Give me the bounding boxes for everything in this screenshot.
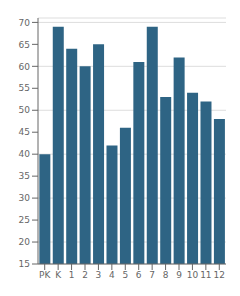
svg-text:30: 30 (19, 193, 31, 203)
svg-text:7: 7 (149, 270, 155, 280)
svg-text:1: 1 (69, 270, 75, 280)
svg-text:15: 15 (19, 259, 30, 269)
svg-text:50: 50 (19, 105, 31, 115)
svg-text:9: 9 (176, 270, 182, 280)
svg-text:35: 35 (19, 171, 30, 181)
svg-text:8: 8 (163, 270, 169, 280)
svg-text:65: 65 (19, 40, 30, 50)
svg-text:PK: PK (39, 270, 51, 280)
svg-text:70: 70 (19, 18, 31, 28)
svg-text:6: 6 (136, 270, 142, 280)
svg-text:40: 40 (19, 149, 31, 159)
svg-text:45: 45 (19, 127, 30, 137)
svg-text:K: K (55, 270, 62, 280)
svg-text:12: 12 (214, 270, 225, 280)
svg-text:3: 3 (96, 270, 102, 280)
svg-text:55: 55 (19, 83, 30, 93)
svg-text:4: 4 (109, 270, 115, 280)
svg-text:5: 5 (122, 270, 128, 280)
svg-text:2: 2 (82, 270, 88, 280)
svg-text:25: 25 (19, 215, 30, 225)
svg-text:60: 60 (19, 62, 31, 72)
svg-text:10: 10 (187, 270, 199, 280)
svg-text:11: 11 (200, 270, 211, 280)
svg-text:20: 20 (19, 237, 31, 247)
